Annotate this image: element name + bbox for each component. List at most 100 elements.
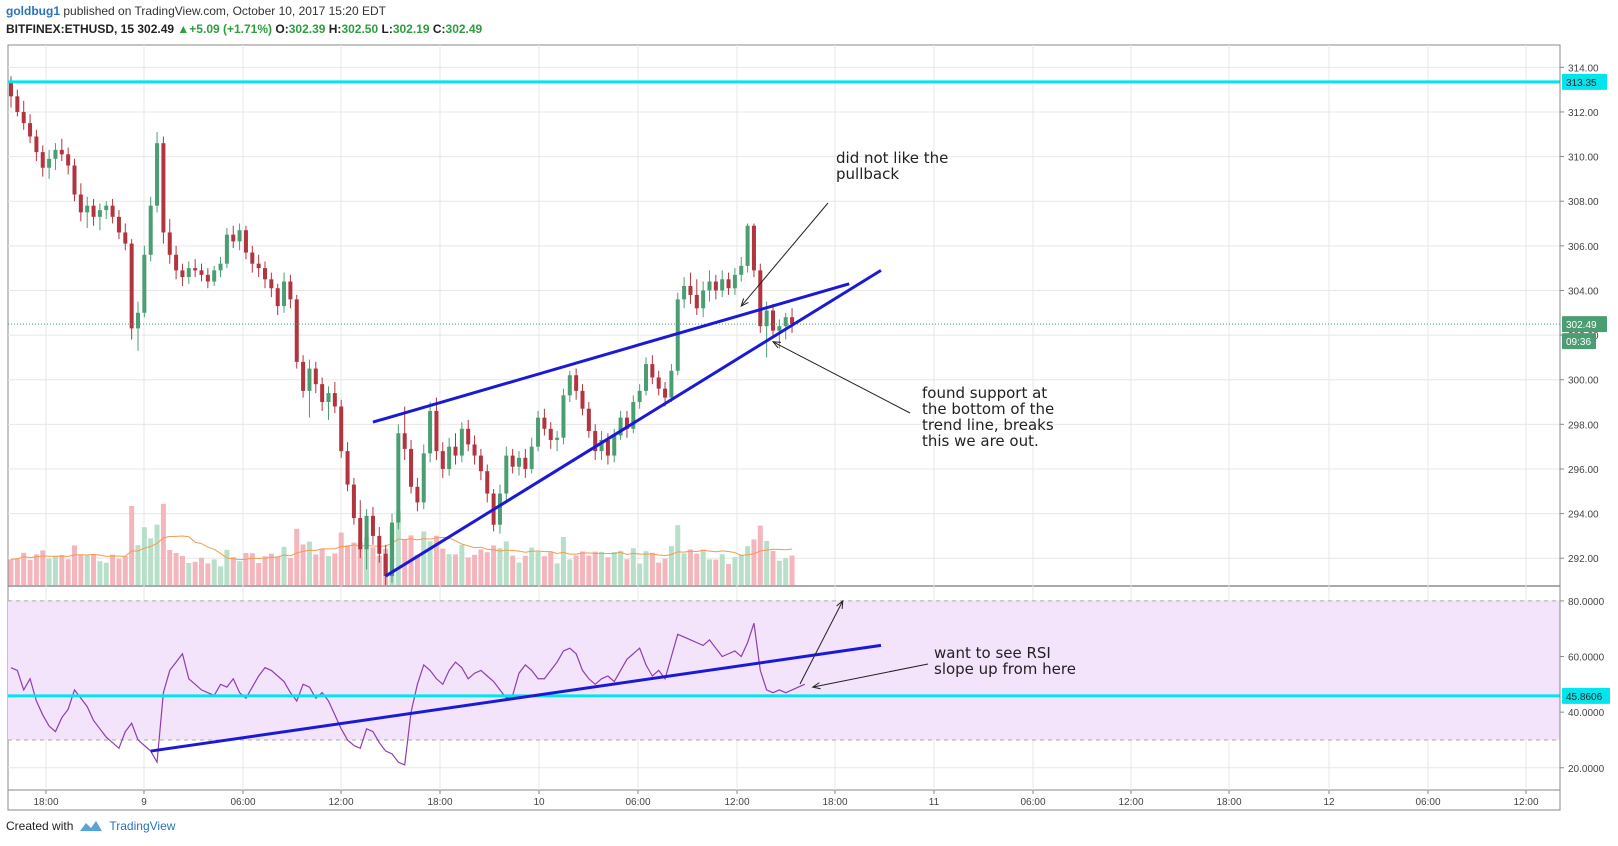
volume-bar (294, 528, 300, 585)
volume-bar (192, 561, 198, 585)
candle-body (396, 433, 401, 523)
candle-body (485, 471, 490, 494)
time-tick-label: 9 (141, 797, 147, 808)
candle-body (472, 444, 477, 456)
candle-body (205, 274, 210, 282)
volume-bar (141, 527, 147, 585)
volume-bar (478, 549, 484, 585)
candle-body (237, 230, 242, 242)
candle-body (720, 279, 725, 291)
volume-bar (173, 553, 179, 585)
candle-body (739, 265, 744, 275)
candle-body (758, 270, 763, 327)
candle-body (542, 417, 547, 429)
candle-body (701, 290, 706, 309)
symbol-name: BITFINEX:ETHUSD, 15 (6, 22, 135, 36)
time-tick-label: 06:00 (230, 797, 255, 808)
high-label: H: (328, 22, 342, 36)
rsi-level-tag: 45.8606 (1566, 692, 1603, 703)
candle-body (15, 96, 20, 112)
volume-bar (72, 545, 77, 585)
trend-drawings (150, 202, 929, 753)
time-tick-label: 06:00 (1020, 797, 1045, 808)
volume-bar (116, 558, 122, 585)
countdown-tag-bg (1562, 333, 1596, 350)
volume-bar (14, 558, 20, 585)
candle-body (155, 143, 160, 206)
rsi-tick-label: 60.0000 (1568, 653, 1605, 664)
rsi-up-arrow (799, 599, 844, 685)
volume-bar (491, 545, 497, 585)
candle-body (224, 234, 229, 264)
volume-bar (249, 553, 255, 585)
volume-bar (592, 551, 598, 585)
footer: Created with TradingView (6, 819, 175, 833)
candle-body (332, 393, 337, 407)
volume-ma (10, 535, 793, 561)
time-tick-label: 18:00 (427, 797, 452, 808)
open-label: O: (275, 22, 289, 36)
volume-bar (237, 561, 243, 585)
annotation-support: found support at the bottom of the trend… (922, 384, 1055, 450)
volume-bar (630, 548, 636, 585)
volume-bar (154, 524, 160, 585)
volume-bar (224, 549, 230, 585)
price-tick-label: 294.00 (1568, 510, 1599, 521)
level-lines (8, 80, 1560, 698)
candle-body (326, 393, 331, 403)
trendline-upper (372, 282, 850, 424)
volume-bar (433, 535, 439, 585)
volume-bar (757, 525, 763, 585)
high-value: 302.50 (341, 22, 379, 36)
volume-bar (624, 559, 630, 585)
candle-body (256, 263, 261, 269)
volume-bar (122, 556, 128, 585)
rsi-band-fill (8, 600, 1560, 740)
volume-bar (306, 541, 312, 585)
candle-body (574, 375, 579, 391)
volume-bar (421, 531, 427, 585)
author-link[interactable]: goldbug1 (6, 4, 60, 18)
volume-bar (586, 555, 592, 585)
candle-body (97, 210, 102, 217)
volume-bars (8, 503, 795, 585)
candle-body (167, 232, 172, 255)
volume-bar (97, 561, 103, 585)
candle-body (345, 451, 350, 485)
volume-bar (497, 548, 503, 585)
volume-bar (268, 553, 274, 585)
candle-body (586, 408, 591, 432)
candle-body (764, 310, 769, 327)
volume-bar (637, 563, 643, 585)
candle-body (561, 395, 566, 438)
time-tick-label: 12 (1323, 797, 1335, 808)
volume-bar (230, 557, 236, 585)
candle-body (53, 149, 58, 159)
candlesticks (9, 76, 795, 585)
candle-body (28, 123, 33, 137)
countdown-tag: 09:36 (1566, 337, 1591, 348)
candle-body (263, 268, 267, 280)
volume-bar (427, 541, 433, 585)
volume-bar (160, 503, 166, 585)
volume-bar (472, 554, 478, 585)
volume-bar (59, 555, 65, 585)
tradingview-logo-icon[interactable] (79, 819, 103, 833)
candle-body (377, 535, 382, 554)
price-change: +5.09 (+1.71%) (189, 22, 273, 36)
volume-bar (370, 547, 376, 585)
candle-body (161, 143, 166, 233)
candle-body (523, 457, 528, 469)
candle-body (320, 384, 325, 403)
candle-body (669, 370, 674, 398)
candle-body (510, 455, 515, 467)
candle-body (663, 388, 668, 398)
volume-bar (503, 541, 509, 585)
volume-bar (46, 558, 52, 585)
volume-bar (332, 553, 338, 585)
volume-bar (91, 554, 97, 585)
rsi-note-arrow (811, 663, 929, 690)
candle-body (174, 254, 179, 271)
tradingview-link[interactable]: TradingView (109, 819, 176, 833)
volume-bar (687, 549, 693, 585)
